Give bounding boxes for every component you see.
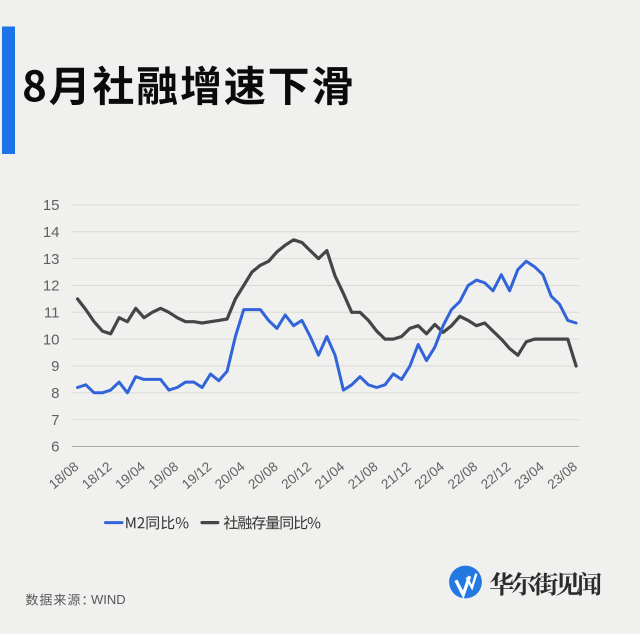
svg-text:12: 12 [43, 278, 60, 295]
svg-text:10: 10 [43, 331, 60, 348]
svg-text:6: 6 [51, 439, 59, 456]
svg-text:11: 11 [44, 305, 60, 322]
svg-text:8: 8 [51, 385, 59, 402]
svg-text:15: 15 [43, 197, 60, 214]
svg-text:14: 14 [43, 224, 60, 241]
svg-text:WIND: WIND [91, 592, 126, 607]
svg-text:7: 7 [51, 412, 59, 429]
svg-text:13: 13 [43, 251, 60, 268]
svg-text:9: 9 [51, 358, 59, 375]
